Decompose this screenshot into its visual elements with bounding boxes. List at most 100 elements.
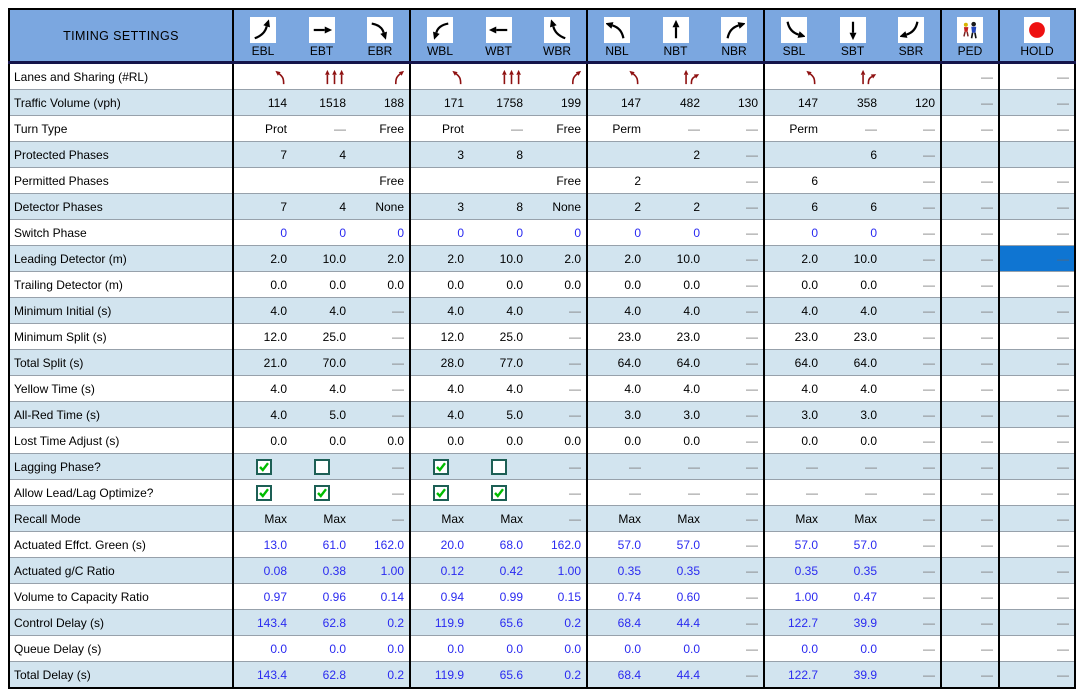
data-cell[interactable]: 44.4 (646, 661, 705, 688)
data-cell[interactable]: 2.0 (351, 245, 410, 272)
data-cell[interactable]: 2.0 (409, 245, 469, 272)
data-cell[interactable]: Free (351, 115, 410, 142)
data-cell[interactable]: 3 (409, 141, 469, 168)
data-cell[interactable]: 23.0 (823, 323, 882, 350)
data-cell[interactable]: — (998, 661, 1075, 688)
data-cell[interactable] (409, 167, 469, 194)
data-cell[interactable]: 4.0 (646, 297, 705, 324)
data-cell[interactable]: — (940, 349, 999, 376)
data-cell[interactable]: — (705, 531, 764, 558)
data-cell[interactable]: 64.0 (586, 349, 646, 376)
data-cell[interactable]: — (998, 115, 1075, 142)
data-cell[interactable] (469, 479, 528, 506)
selected-cell[interactable]: — (998, 245, 1075, 272)
data-cell[interactable]: — (998, 583, 1075, 610)
data-cell[interactable]: 0 (292, 219, 351, 246)
data-cell[interactable]: 0.0 (409, 635, 469, 662)
data-cell[interactable]: 1.00 (763, 583, 823, 610)
data-cell[interactable]: — (882, 453, 941, 480)
checkbox-checked[interactable] (314, 484, 330, 501)
data-cell[interactable]: — (940, 167, 999, 194)
data-cell[interactable]: 0.38 (292, 557, 351, 584)
data-cell[interactable]: — (705, 427, 764, 454)
data-cell[interactable]: — (705, 661, 764, 688)
data-cell[interactable]: 0.12 (409, 557, 469, 584)
data-cell[interactable] (586, 141, 646, 168)
data-cell[interactable]: 0.0 (528, 635, 587, 662)
data-cell[interactable]: 2.0 (232, 245, 292, 272)
data-cell[interactable]: Max (292, 505, 351, 532)
data-cell[interactable]: — (705, 375, 764, 402)
data-cell[interactable]: — (882, 375, 941, 402)
data-cell[interactable]: — (998, 193, 1075, 220)
data-cell[interactable]: — (998, 557, 1075, 584)
data-cell[interactable]: — (882, 583, 941, 610)
data-cell[interactable]: — (823, 479, 882, 506)
data-cell[interactable]: 0.0 (232, 635, 292, 662)
data-cell[interactable]: 0 (351, 219, 410, 246)
data-cell[interactable]: 2.0 (586, 245, 646, 272)
data-cell[interactable] (292, 479, 351, 506)
data-cell[interactable]: — (998, 427, 1075, 454)
data-cell[interactable]: — (823, 453, 882, 480)
data-cell[interactable]: 147 (586, 89, 646, 116)
data-cell[interactable]: — (940, 531, 999, 558)
data-cell[interactable]: — (705, 453, 764, 480)
data-cell[interactable]: 57.0 (646, 531, 705, 558)
data-cell[interactable]: 62.8 (292, 609, 351, 636)
data-cell[interactable]: 188 (351, 89, 410, 116)
data-cell[interactable]: 4.0 (646, 375, 705, 402)
data-cell[interactable]: Free (351, 167, 410, 194)
data-cell[interactable]: 0.99 (469, 583, 528, 610)
data-cell[interactable]: — (882, 427, 941, 454)
data-cell[interactable]: — (528, 453, 587, 480)
data-cell[interactable]: 44.4 (646, 609, 705, 636)
data-cell[interactable]: 130 (705, 89, 764, 116)
data-cell[interactable]: 0.0 (646, 635, 705, 662)
data-cell[interactable]: — (882, 167, 941, 194)
lane-arrow-through3-icon[interactable] (292, 62, 351, 90)
data-cell[interactable]: 0.35 (646, 557, 705, 584)
data-cell[interactable]: 2 (646, 193, 705, 220)
data-cell[interactable]: — (940, 115, 999, 142)
data-cell[interactable]: 2 (586, 167, 646, 194)
data-cell[interactable]: 62.8 (292, 661, 351, 688)
data-cell[interactable]: 6 (823, 193, 882, 220)
data-cell[interactable]: 0.0 (586, 427, 646, 454)
data-cell[interactable]: 0.97 (232, 583, 292, 610)
data-cell[interactable]: 0.47 (823, 583, 882, 610)
data-cell[interactable]: 0.0 (409, 427, 469, 454)
data-cell[interactable]: 0.74 (586, 583, 646, 610)
data-cell[interactable]: — (882, 141, 941, 168)
data-cell[interactable]: 4.0 (232, 401, 292, 428)
data-cell[interactable]: 0.0 (763, 271, 823, 298)
data-cell[interactable] (469, 453, 528, 480)
data-cell[interactable]: 114 (232, 89, 292, 116)
lane-arrow-left-icon[interactable] (409, 62, 469, 90)
data-cell[interactable]: 4.0 (763, 297, 823, 324)
data-cell[interactable]: — (705, 479, 764, 506)
data-cell[interactable]: Max (469, 505, 528, 532)
data-cell[interactable]: — (292, 115, 351, 142)
data-cell[interactable]: 0.14 (351, 583, 410, 610)
data-cell[interactable]: 147 (763, 89, 823, 116)
data-cell[interactable]: — (351, 349, 410, 376)
data-cell[interactable]: — (882, 323, 941, 350)
data-cell[interactable]: 0 (646, 219, 705, 246)
data-cell[interactable]: 1.00 (351, 557, 410, 584)
data-cell[interactable]: — (882, 401, 941, 428)
data-cell[interactable]: 0.35 (763, 557, 823, 584)
data-cell[interactable]: Max (646, 505, 705, 532)
data-cell[interactable]: — (940, 245, 999, 272)
data-cell[interactable]: 65.6 (469, 661, 528, 688)
data-cell[interactable]: 5.0 (292, 401, 351, 428)
data-cell[interactable]: 4.0 (232, 297, 292, 324)
data-cell[interactable]: — (998, 505, 1075, 532)
data-cell[interactable]: 70.0 (292, 349, 351, 376)
data-cell[interactable]: 6 (823, 141, 882, 168)
data-cell[interactable]: Max (409, 505, 469, 532)
data-cell[interactable]: 12.0 (409, 323, 469, 350)
data-cell[interactable]: 68.4 (586, 609, 646, 636)
data-cell[interactable]: 0.0 (646, 271, 705, 298)
data-cell[interactable]: 4.0 (469, 297, 528, 324)
